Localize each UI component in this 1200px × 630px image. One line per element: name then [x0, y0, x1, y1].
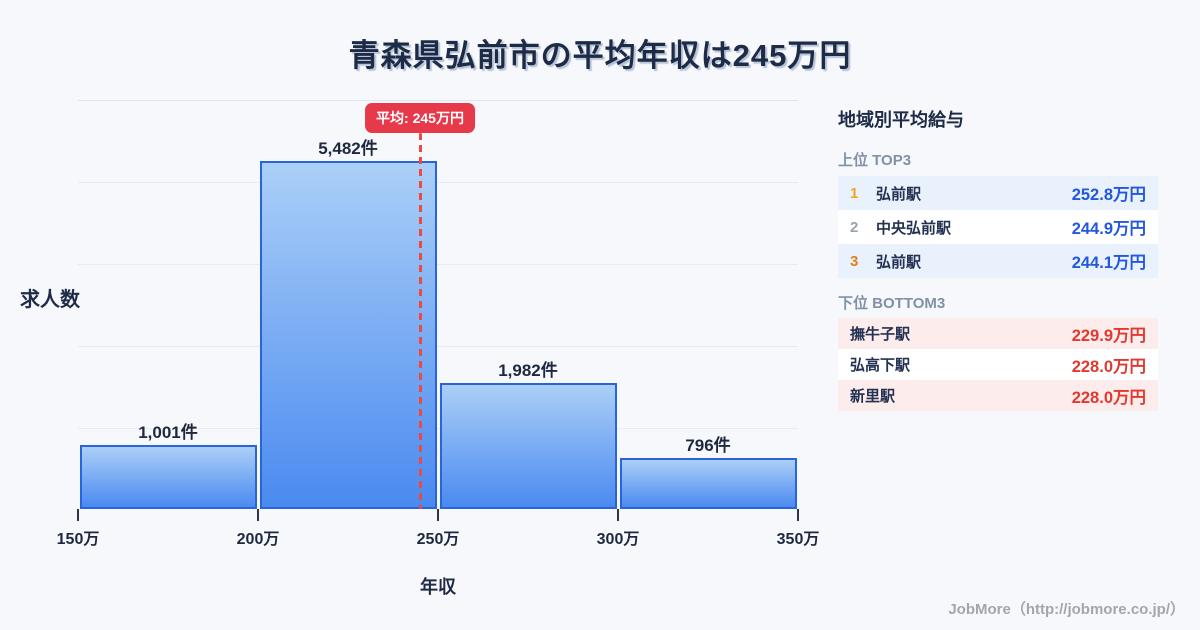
station-name: 弘前駅 — [876, 253, 922, 271]
x-axis-tick — [437, 509, 439, 521]
gridline — [78, 428, 798, 429]
bar-value-label: 796件 — [685, 436, 731, 455]
panel-title: 地域別平均給与 — [838, 110, 964, 130]
salary-value: 229.9万円 — [1071, 326, 1146, 345]
ranking-row: 撫牛子駅 229.9万円 — [838, 318, 1158, 349]
x-axis-tick — [77, 509, 79, 521]
gridline — [78, 264, 798, 265]
bar-value-label: 1,001件 — [138, 423, 198, 442]
x-axis-tick-label: 300万 — [596, 531, 640, 548]
gridline — [78, 346, 798, 347]
page-title: 青森県弘前市の平均年収は245万円 — [348, 38, 852, 73]
station-name: 弘前駅 — [876, 185, 922, 203]
x-axis-label: 年収 — [420, 577, 456, 597]
x-axis-tick-label: 250万 — [416, 531, 460, 548]
top3-table: 1 弘前駅 252.8万円 2 中央弘前駅 244.9万円 3 弘前駅 244.1万円 — [838, 176, 1158, 278]
rank-number: 1 — [850, 184, 859, 202]
salary-value: 244.1万円 — [1071, 254, 1146, 272]
gridline — [78, 182, 798, 183]
station-name: 新里駅 — [850, 388, 896, 405]
average-line — [418, 133, 422, 509]
salary-value: 228.0万円 — [1071, 388, 1146, 407]
bar-value-label: 1,982件 — [498, 361, 558, 380]
x-axis-tick — [797, 509, 799, 521]
bottom3-header: 下位 BOTTOM3 — [838, 295, 946, 312]
histogram-bar — [619, 458, 797, 509]
top3-header: 上位 TOP3 — [838, 152, 912, 169]
bar-value-label: 5,482件 — [318, 139, 378, 158]
histogram-plot: 1,001件 5,482件 1,982件 796件 150万 200万 250万 300万 35… — [57, 100, 819, 548]
station-name: 弘高下駅 — [850, 357, 911, 374]
x-axis-tick-label: 200万 — [236, 531, 280, 548]
average-badge: 平均: 245万円 — [365, 103, 475, 133]
salary-value: 228.0万円 — [1071, 357, 1146, 376]
x-axis-tick — [617, 509, 619, 521]
footer-credit: JobMore（http://jobmore.co.jp/） — [948, 601, 1185, 618]
x-axis-tick-label: 350万 — [776, 531, 820, 548]
x-axis-tick-label: 150万 — [56, 531, 100, 548]
ranking-row: 弘高下駅 228.0万円 — [838, 349, 1158, 380]
histogram-bar — [259, 161, 437, 509]
station-name: 撫牛子駅 — [850, 326, 911, 343]
ranking-row: 3 弘前駅 244.1万円 — [838, 244, 1158, 278]
ranking-row: 新里駅 228.0万円 — [838, 380, 1158, 411]
x-axis-tick — [257, 509, 259, 521]
salary-value: 244.9万円 — [1071, 220, 1146, 238]
bottom3-table: 撫牛子駅 229.9万円 弘高下駅 228.0万円 新里駅 228.0万円 — [838, 318, 1158, 411]
rank-number: 2 — [850, 218, 859, 236]
y-axis-label: 求人数 — [20, 289, 80, 311]
station-name: 中央弘前駅 — [876, 219, 952, 237]
ranking-row: 2 中央弘前駅 244.9万円 — [838, 210, 1158, 244]
salary-value: 252.8万円 — [1071, 186, 1146, 204]
histogram-bar — [79, 445, 257, 509]
histogram-bar — [439, 383, 617, 509]
ranking-row: 1 弘前駅 252.8万円 — [838, 176, 1158, 210]
rank-number: 3 — [850, 252, 859, 270]
gridline — [78, 100, 798, 101]
